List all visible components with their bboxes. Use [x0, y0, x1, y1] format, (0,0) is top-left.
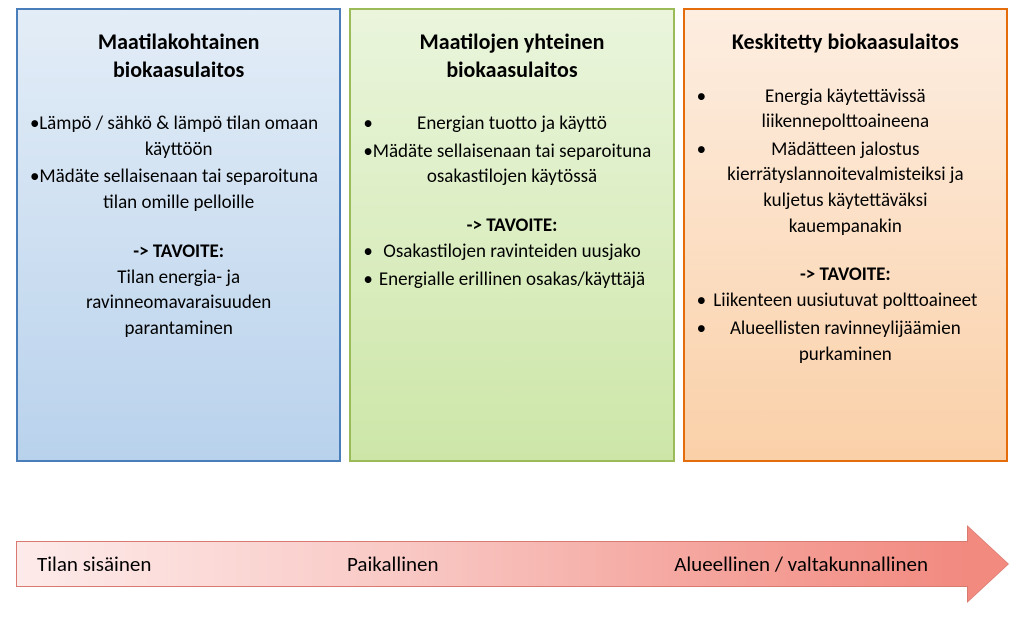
bullet-item: Energian tuotto ja käyttö — [365, 111, 658, 137]
goal-bullet-item: Liikenteen uusiutuvat polttoaineet — [699, 288, 992, 314]
card-farm-specific: Maatilakohtainen biokaasulaitos Lämpö / … — [16, 8, 341, 462]
goal-bullet-item: Energialle erillinen osakas/käyttäjä — [365, 267, 658, 293]
goal-label: -> TAVOITE: — [365, 214, 658, 237]
arrow-head-icon — [968, 527, 1008, 601]
card-title: Maatilakohtainen biokaasulaitos — [32, 28, 325, 83]
card-bullets: Energian tuotto ja käyttö Mädäte sellais… — [365, 111, 658, 192]
bullet-item: Lämpö / sähkö & lämpö tilan omaan käyttö… — [32, 111, 325, 162]
goal-bullet-item: Osakastilojen ravinteiden uusjako — [365, 239, 658, 265]
arrow-label-left: Tilan sisäinen — [37, 551, 151, 577]
card-shared-farms: Maatilojen yhteinen biokaasulaitos Energ… — [349, 8, 674, 462]
arrow-label-center: Paikallinen — [347, 551, 439, 577]
bullet-item: Mädäte sellaisenaan tai separoituna osak… — [365, 139, 658, 190]
arrow-body: Tilan sisäinen Paikallinen Alueellinen /… — [16, 541, 968, 587]
bullet-item: Mädätteen jalostus kierrätyslannoitevalm… — [699, 137, 992, 240]
goal-label: -> TAVOITE: — [699, 263, 992, 286]
arrow-label-right: Alueellinen / valtakunnallinen — [674, 551, 928, 577]
card-bullets: Energia käytettävissä liikennepolttoaine… — [699, 84, 992, 242]
goal-bullets: Liikenteen uusiutuvat polttoaineet Aluee… — [699, 288, 992, 369]
goal-label: -> TAVOITE: — [32, 240, 325, 263]
cards-row: Maatilakohtainen biokaasulaitos Lämpö / … — [0, 0, 1024, 462]
bullet-item: Energia käytettävissä liikennepolttoaine… — [699, 84, 992, 135]
scope-arrow: Tilan sisäinen Paikallinen Alueellinen /… — [16, 527, 1008, 601]
card-bullets: Lämpö / sähkö & lämpö tilan omaan käyttö… — [32, 111, 325, 218]
bullet-item: Mädäte sellaisenaan tai separoituna tila… — [32, 164, 325, 215]
card-title: Keskitetty biokaasulaitos — [699, 28, 992, 56]
goal-bullets: Osakastilojen ravinteiden uusjako Energi… — [365, 239, 658, 294]
card-title: Maatilojen yhteinen biokaasulaitos — [365, 28, 658, 83]
goal-text: Tilan energia- ja ravinneomavaraisuuden … — [32, 265, 325, 342]
goal-bullet-item: Alueellisten ravinneylijäämien purkamine… — [699, 316, 992, 367]
card-centralized: Keskitetty biokaasulaitos Energia käytet… — [683, 8, 1008, 462]
